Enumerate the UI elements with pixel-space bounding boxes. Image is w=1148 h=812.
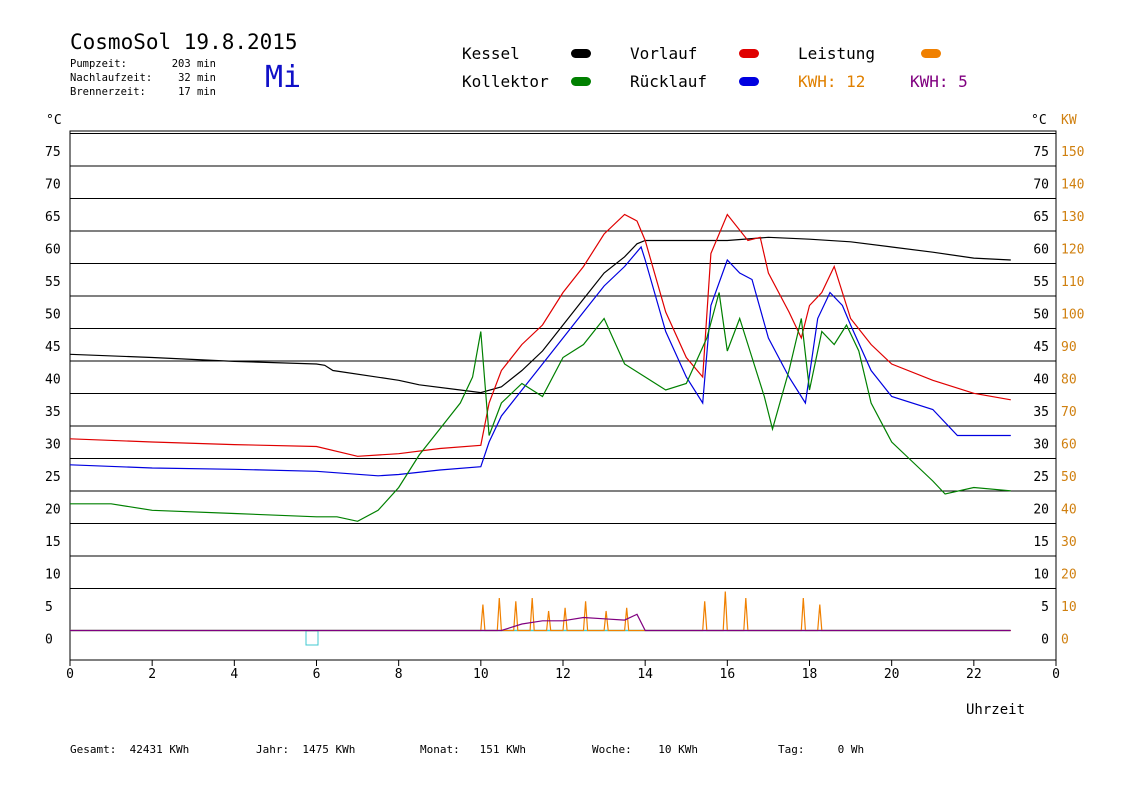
y-tick-label-right: 60 bbox=[1033, 243, 1049, 258]
legend-leistung-label: Leistung bbox=[798, 44, 876, 63]
x-tick-label: 10 bbox=[473, 667, 489, 682]
kwh-total-1: KWH: 12 bbox=[798, 72, 866, 91]
y-tick-label-right: 55 bbox=[1033, 275, 1049, 290]
weekday-label: Mi bbox=[265, 60, 302, 95]
x-tick-label: 18 bbox=[802, 667, 818, 682]
series-line-leistung bbox=[70, 591, 1011, 632]
y-tick-label-kw: 30 bbox=[1061, 535, 1077, 550]
y-tick-label-kw: 0 bbox=[1061, 633, 1069, 648]
y-tick-label-right: 20 bbox=[1033, 503, 1049, 518]
y-axis-label-right: °C bbox=[1031, 113, 1047, 128]
y-tick-label-left: 60 bbox=[45, 243, 61, 258]
footer-jahr: Jahr: 1475 KWh bbox=[256, 743, 356, 756]
y-tick-label-left: 55 bbox=[45, 275, 61, 290]
y-tick-label-left: 40 bbox=[45, 373, 61, 388]
y-tick-label-kw: 150 bbox=[1061, 145, 1084, 160]
x-tick-label: 8 bbox=[395, 667, 403, 682]
baseline-marker bbox=[305, 630, 319, 646]
y-tick-label-left: 50 bbox=[45, 308, 61, 323]
stat-brennerzeit: Brennerzeit: 17 min bbox=[70, 86, 216, 98]
y-tick-label-right: 45 bbox=[1033, 340, 1049, 355]
x-tick-label: 4 bbox=[230, 667, 238, 682]
y-tick-label-kw: 140 bbox=[1061, 178, 1084, 193]
y-tick-label-left: 15 bbox=[45, 535, 61, 550]
y-tick-label-right: 15 bbox=[1033, 535, 1049, 550]
y-tick-label-kw: 60 bbox=[1061, 438, 1077, 453]
y-tick-label-right: 65 bbox=[1033, 210, 1049, 225]
y-tick-label-left: 75 bbox=[45, 145, 61, 160]
x-tick-label: 14 bbox=[637, 667, 653, 682]
y-tick-label-right: 30 bbox=[1033, 438, 1049, 453]
legend-vorlauf-label: Vorlauf bbox=[630, 44, 698, 63]
footer-tag: Tag: 0 Wh bbox=[778, 743, 865, 756]
stat-nachlaufzeit: Nachlaufzeit: 32 min bbox=[70, 72, 216, 84]
series-line-kessel bbox=[69, 236, 1011, 394]
stats-block: Pumpzeit: 203 min Nachlaufzeit: 32 min Bre… bbox=[70, 57, 216, 99]
y-axis-label-kw: KW bbox=[1061, 113, 1077, 128]
y-tick-label-kw: 70 bbox=[1061, 405, 1077, 420]
y-tick-label-left: 45 bbox=[45, 340, 61, 355]
y-tick-label-kw: 10 bbox=[1061, 600, 1077, 615]
y-tick-label-right: 0 bbox=[1041, 633, 1049, 648]
y-tick-label-kw: 130 bbox=[1061, 210, 1084, 225]
stat-pumpzeit: Pumpzeit: 203 min bbox=[70, 58, 216, 70]
x-axis-label: Uhrzeit bbox=[966, 702, 1025, 718]
y-tick-label-left: 25 bbox=[45, 470, 61, 485]
y-tick-label-left: 35 bbox=[45, 405, 61, 420]
y-tick-label-right: 35 bbox=[1033, 405, 1049, 420]
y-tick-label-right: 5 bbox=[1041, 600, 1049, 615]
y-tick-label-right: 50 bbox=[1033, 308, 1049, 323]
legend-kollektor-swatch bbox=[571, 77, 591, 86]
y-tick-label-kw: 20 bbox=[1061, 568, 1077, 583]
legend-kollektor-label: Kollektor bbox=[462, 72, 549, 91]
series-line-r-cklauf bbox=[69, 245, 1011, 477]
chart-title: CosmoSol 19.8.2015 bbox=[70, 30, 298, 54]
x-tick-label: 12 bbox=[555, 667, 571, 682]
y-tick-label-right: 70 bbox=[1033, 178, 1049, 193]
y-tick-label-left: 65 bbox=[45, 210, 61, 225]
y-tick-label-kw: 90 bbox=[1061, 340, 1077, 355]
x-tick-label: 20 bbox=[884, 667, 900, 682]
y-tick-label-kw: 80 bbox=[1061, 373, 1077, 388]
y-tick-label-kw: 110 bbox=[1061, 275, 1084, 290]
x-tick-label: 2 bbox=[148, 667, 156, 682]
y-tick-label-kw: 40 bbox=[1061, 503, 1077, 518]
plot-frame bbox=[69, 130, 1057, 661]
series-line-kwh-5 bbox=[70, 613, 1011, 632]
y-tick-label-right: 25 bbox=[1033, 470, 1049, 485]
y-tick-label-left: 20 bbox=[45, 503, 61, 518]
y-tick-label-left: 10 bbox=[45, 568, 61, 583]
footer-woche: Woche: 10 KWh bbox=[592, 743, 698, 756]
legend-ruecklauf-swatch bbox=[739, 77, 759, 86]
y-tick-label-left: 5 bbox=[45, 600, 53, 615]
x-tick-label: 22 bbox=[966, 667, 982, 682]
footer-gesamt: Gesamt: 42431 KWh bbox=[70, 743, 190, 756]
y-axis-label-left: °C bbox=[46, 113, 62, 128]
y-tick-label-kw: 100 bbox=[1061, 308, 1084, 323]
x-tick-label: 6 bbox=[313, 667, 321, 682]
y-tick-label-right: 40 bbox=[1033, 373, 1049, 388]
y-tick-label-kw: 50 bbox=[1061, 470, 1077, 485]
series-line-vorlauf bbox=[69, 213, 1011, 457]
x-tick-label: 0 bbox=[1052, 667, 1060, 682]
y-tick-label-right: 75 bbox=[1033, 145, 1049, 160]
legend-kessel-swatch bbox=[571, 49, 591, 58]
legend-ruecklauf-label: Rücklauf bbox=[630, 72, 708, 91]
legend-leistung-swatch bbox=[921, 49, 941, 58]
y-tick-label-left: 0 bbox=[45, 633, 53, 648]
x-tick-label: 0 bbox=[66, 667, 74, 682]
series-line-kollektor bbox=[70, 292, 1011, 522]
footer-monat: Monat: 151 KWh bbox=[420, 743, 526, 756]
y-tick-label-right: 10 bbox=[1033, 568, 1049, 583]
y-tick-label-kw: 120 bbox=[1061, 243, 1084, 258]
legend-kessel-label: Kessel bbox=[462, 44, 520, 63]
legend-vorlauf-swatch bbox=[739, 49, 759, 58]
kwh-total-2: KWH: 5 bbox=[910, 72, 968, 91]
x-tick-label: 16 bbox=[720, 667, 736, 682]
y-tick-label-left: 30 bbox=[45, 438, 61, 453]
y-tick-label-left: 70 bbox=[45, 178, 61, 193]
